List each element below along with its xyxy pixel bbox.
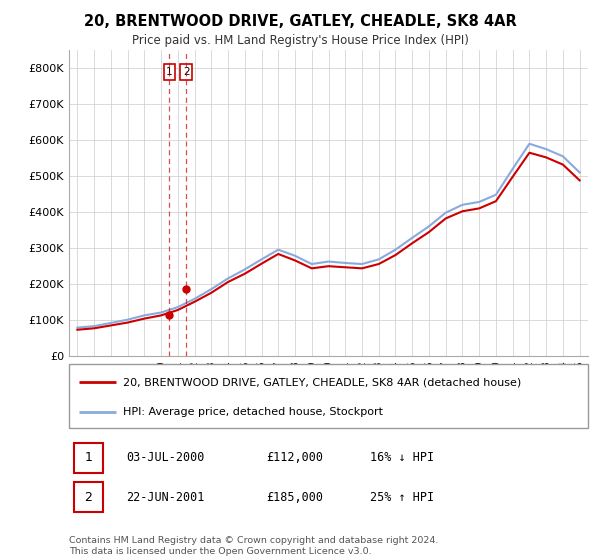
Text: 1: 1 [166, 67, 173, 77]
Text: Contains HM Land Registry data © Crown copyright and database right 2024.
This d: Contains HM Land Registry data © Crown c… [69, 536, 439, 556]
Text: 03-JUL-2000: 03-JUL-2000 [126, 451, 205, 464]
Text: 25% ↑ HPI: 25% ↑ HPI [370, 491, 434, 503]
FancyBboxPatch shape [69, 364, 588, 428]
Text: HPI: Average price, detached house, Stockport: HPI: Average price, detached house, Stoc… [124, 407, 383, 417]
FancyBboxPatch shape [74, 482, 103, 512]
Text: 20, BRENTWOOD DRIVE, GATLEY, CHEADLE, SK8 4AR: 20, BRENTWOOD DRIVE, GATLEY, CHEADLE, SK… [83, 14, 517, 29]
Text: 16% ↓ HPI: 16% ↓ HPI [370, 451, 434, 464]
Text: 20, BRENTWOOD DRIVE, GATLEY, CHEADLE, SK8 4AR (detached house): 20, BRENTWOOD DRIVE, GATLEY, CHEADLE, SK… [124, 377, 522, 387]
Text: 22-JUN-2001: 22-JUN-2001 [126, 491, 205, 503]
Text: Price paid vs. HM Land Registry's House Price Index (HPI): Price paid vs. HM Land Registry's House … [131, 34, 469, 46]
FancyBboxPatch shape [74, 442, 103, 473]
Text: £185,000: £185,000 [266, 491, 323, 503]
Text: 1: 1 [85, 451, 92, 464]
Text: 2: 2 [183, 67, 190, 77]
Text: 2: 2 [85, 491, 92, 503]
Text: £112,000: £112,000 [266, 451, 323, 464]
